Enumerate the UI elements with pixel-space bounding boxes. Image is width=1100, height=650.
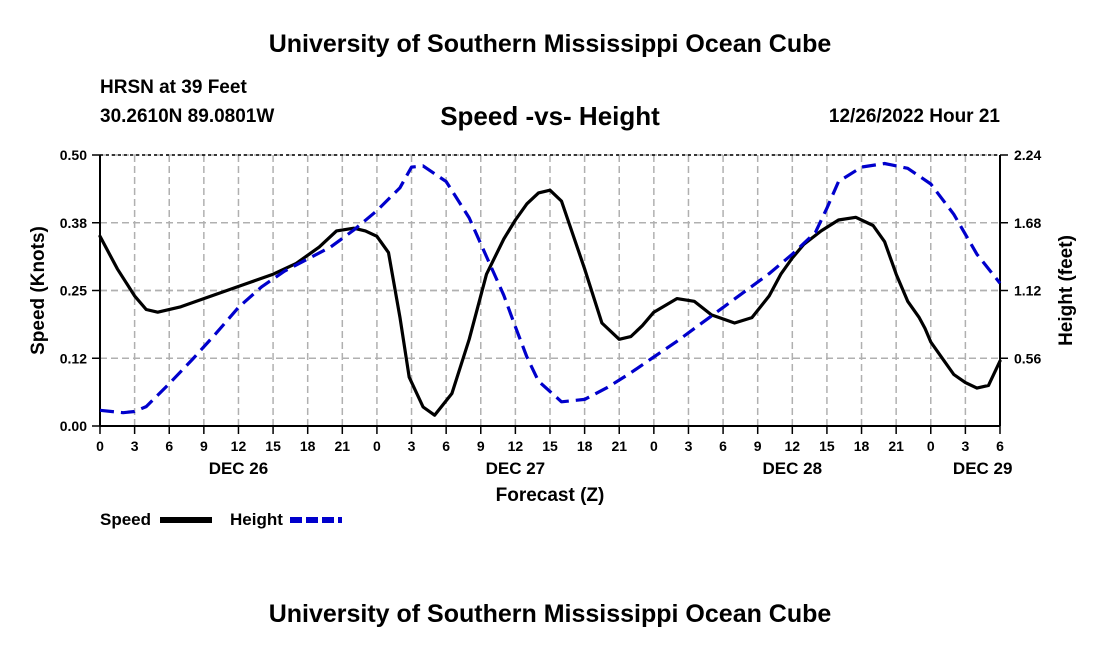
x-date-label: DEC 26	[209, 459, 269, 478]
x-tick-label: 9	[200, 438, 208, 454]
x-tick-label: 21	[888, 438, 904, 454]
x-tick-label: 12	[508, 438, 524, 454]
x-tick-label: 3	[961, 438, 969, 454]
y-tick-label: 0.50	[60, 147, 87, 163]
main-title: University of Southern Mississippi Ocean…	[268, 30, 832, 58]
y2-tick-label: 2.24	[1014, 147, 1041, 163]
station-coordinates: 30.2610N 89.0801W	[100, 106, 275, 127]
y-tick-label: 0.12	[60, 350, 87, 366]
x-tick-label: 6	[165, 438, 173, 454]
footer-title: University of Southern Mississippi Ocean…	[268, 600, 832, 628]
x-axis-title: Forecast (Z)	[496, 485, 605, 506]
x-tick-label: 0	[96, 438, 104, 454]
forecast-datetime: 12/26/2022 Hour 21	[828, 106, 1000, 127]
x-tick-label: 6	[442, 438, 450, 454]
x-tick-label: 3	[131, 438, 139, 454]
x-tick-label: 18	[854, 438, 870, 454]
y2-tick-label: 1.68	[1014, 215, 1041, 231]
x-date-label: DEC 29	[953, 459, 1013, 478]
y-tick-label: 0.38	[60, 215, 87, 231]
x-tick-label: 0	[373, 438, 381, 454]
y2-axis-title: Height (feet)	[1056, 235, 1077, 346]
x-tick-label: 15	[542, 438, 558, 454]
x-tick-label: 21	[611, 438, 627, 454]
height-series-line	[99, 161, 1002, 415]
x-tick-label: 9	[477, 438, 485, 454]
x-tick-label: 18	[577, 438, 593, 454]
x-date-label: DEC 27	[486, 459, 546, 478]
chart-subtitle: Speed -vs- Height	[440, 101, 660, 131]
x-tick-label: 9	[754, 438, 762, 454]
x-tick-label: 3	[408, 438, 416, 454]
y2-tick-label: 0.56	[1014, 350, 1041, 366]
x-tick-label: 0	[927, 438, 935, 454]
x-tick-label: 6	[719, 438, 727, 454]
x-tick-label: 0	[650, 438, 658, 454]
y-tick-label: 0.00	[60, 418, 87, 434]
station-label: HRSN at 39 Feet	[100, 77, 247, 98]
x-tick-label: 12	[231, 438, 247, 454]
y2-tick-label: 1.12	[1014, 283, 1041, 299]
x-tick-label: 6	[996, 438, 1004, 454]
x-tick-label: 12	[785, 438, 801, 454]
x-tick-label: 15	[265, 438, 281, 454]
y-tick-label: 0.25	[60, 283, 87, 299]
x-tick-label: 21	[335, 438, 351, 454]
legend-label-speed: Speed	[100, 510, 151, 529]
x-date-label: DEC 28	[763, 459, 823, 478]
x-tick-label: 3	[685, 438, 693, 454]
y-axis-title: Speed (Knots)	[28, 226, 49, 355]
legend-label-height: Height	[230, 510, 283, 529]
x-tick-label: 18	[300, 438, 316, 454]
x-tick-label: 15	[819, 438, 835, 454]
